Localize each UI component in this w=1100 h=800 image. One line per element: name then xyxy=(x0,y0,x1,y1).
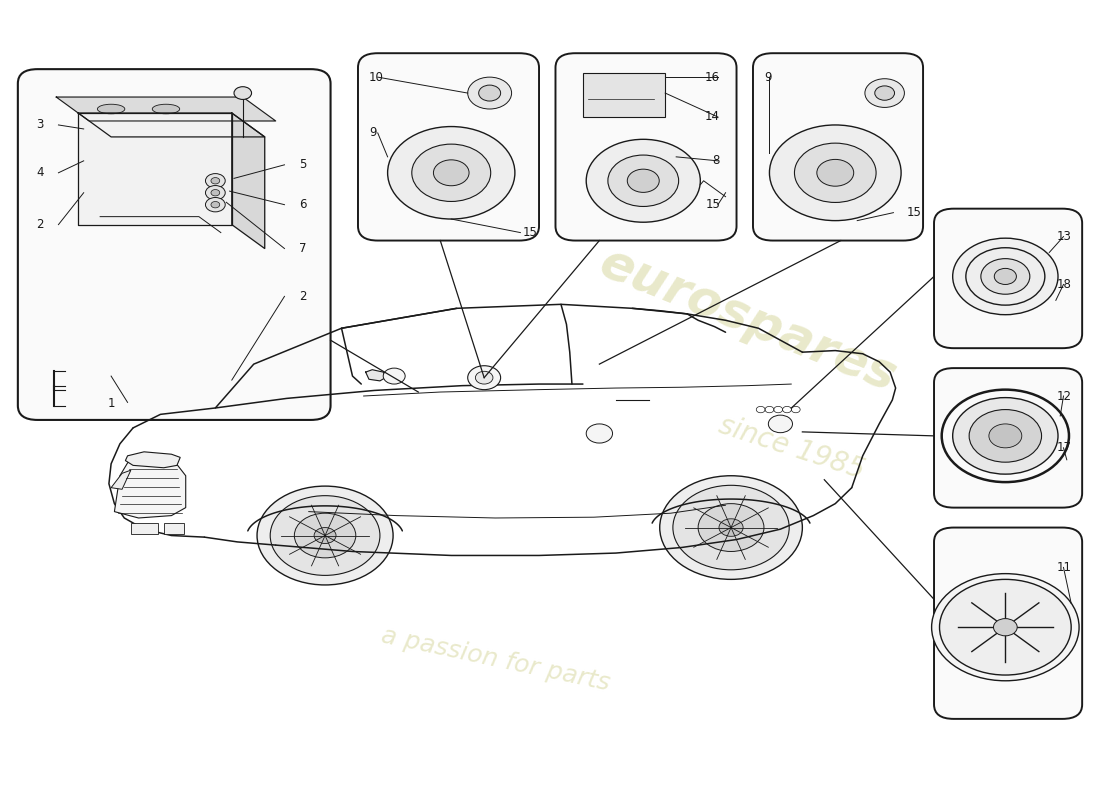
Text: 3: 3 xyxy=(36,118,44,131)
Circle shape xyxy=(969,410,1042,462)
Circle shape xyxy=(475,371,493,384)
Circle shape xyxy=(989,424,1022,448)
Text: since 1985: since 1985 xyxy=(715,411,868,485)
Circle shape xyxy=(211,178,220,184)
Circle shape xyxy=(295,514,355,558)
Circle shape xyxy=(206,174,225,188)
Circle shape xyxy=(206,198,225,212)
FancyBboxPatch shape xyxy=(754,54,923,241)
FancyBboxPatch shape xyxy=(934,527,1082,719)
Polygon shape xyxy=(125,452,180,468)
Circle shape xyxy=(211,202,220,208)
Polygon shape xyxy=(232,113,265,249)
Bar xyxy=(583,73,666,117)
Circle shape xyxy=(993,618,1018,636)
Circle shape xyxy=(206,186,225,200)
Circle shape xyxy=(257,486,393,585)
Text: 15: 15 xyxy=(522,226,538,239)
Text: 14: 14 xyxy=(705,110,720,123)
Text: 7: 7 xyxy=(299,242,307,255)
Circle shape xyxy=(387,126,515,219)
Text: 8: 8 xyxy=(713,154,721,167)
Circle shape xyxy=(271,496,380,575)
Text: 10: 10 xyxy=(368,70,384,84)
Text: 13: 13 xyxy=(1056,230,1071,243)
Circle shape xyxy=(315,527,336,543)
Circle shape xyxy=(698,504,764,551)
Circle shape xyxy=(468,366,500,390)
Text: 15: 15 xyxy=(705,198,720,211)
Circle shape xyxy=(865,78,904,107)
FancyBboxPatch shape xyxy=(358,54,539,241)
Text: 11: 11 xyxy=(1056,561,1071,574)
Circle shape xyxy=(383,368,405,384)
Text: 1: 1 xyxy=(108,398,114,410)
Text: 12: 12 xyxy=(1056,390,1071,402)
Polygon shape xyxy=(114,454,186,518)
Circle shape xyxy=(953,398,1058,474)
Circle shape xyxy=(794,143,876,202)
Circle shape xyxy=(468,77,512,109)
Ellipse shape xyxy=(98,104,124,114)
Polygon shape xyxy=(78,113,265,137)
Bar xyxy=(131,522,158,534)
Text: 18: 18 xyxy=(1056,278,1071,291)
FancyBboxPatch shape xyxy=(934,368,1082,508)
Circle shape xyxy=(719,518,744,536)
Circle shape xyxy=(966,248,1045,305)
Polygon shape xyxy=(78,113,232,225)
Circle shape xyxy=(817,159,854,186)
Circle shape xyxy=(768,415,792,433)
Text: 4: 4 xyxy=(36,166,44,179)
Circle shape xyxy=(932,574,1079,681)
FancyBboxPatch shape xyxy=(18,69,331,420)
Circle shape xyxy=(874,86,894,100)
Polygon shape xyxy=(111,470,131,490)
Text: 9: 9 xyxy=(368,126,376,139)
FancyBboxPatch shape xyxy=(556,54,737,241)
Ellipse shape xyxy=(152,104,179,114)
Circle shape xyxy=(411,144,491,202)
Circle shape xyxy=(673,486,789,570)
Circle shape xyxy=(939,579,1071,675)
Text: a passion for parts: a passion for parts xyxy=(378,623,612,695)
Circle shape xyxy=(433,160,469,186)
Text: 2: 2 xyxy=(36,218,44,231)
Text: 5: 5 xyxy=(299,158,307,171)
FancyBboxPatch shape xyxy=(934,209,1082,348)
Text: 16: 16 xyxy=(705,70,720,84)
Circle shape xyxy=(478,85,500,101)
Text: eurospares: eurospares xyxy=(592,239,903,402)
Text: 17: 17 xyxy=(1056,442,1071,454)
Circle shape xyxy=(211,190,220,196)
Circle shape xyxy=(608,155,679,206)
Circle shape xyxy=(769,125,901,221)
Text: 6: 6 xyxy=(299,198,307,211)
Text: 9: 9 xyxy=(764,70,771,84)
Circle shape xyxy=(627,169,659,192)
Circle shape xyxy=(234,86,252,99)
Polygon shape xyxy=(56,97,276,121)
Text: 15: 15 xyxy=(906,206,922,219)
Circle shape xyxy=(994,268,1016,285)
Circle shape xyxy=(981,258,1030,294)
Circle shape xyxy=(586,139,701,222)
Bar xyxy=(164,522,184,534)
Circle shape xyxy=(953,238,1058,314)
Circle shape xyxy=(660,476,802,579)
Circle shape xyxy=(586,424,613,443)
Text: 2: 2 xyxy=(299,290,307,303)
Polygon shape xyxy=(365,370,385,381)
